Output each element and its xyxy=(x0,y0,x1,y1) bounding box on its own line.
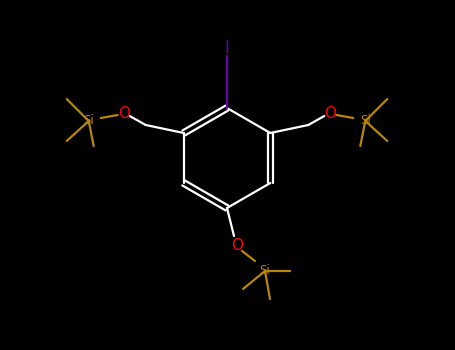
Text: I: I xyxy=(225,39,229,57)
Text: O: O xyxy=(118,105,130,120)
Text: O: O xyxy=(231,238,243,253)
Text: O: O xyxy=(324,105,336,120)
Text: Si: Si xyxy=(260,265,270,278)
Text: Si: Si xyxy=(360,114,371,127)
Text: Si: Si xyxy=(83,114,94,127)
